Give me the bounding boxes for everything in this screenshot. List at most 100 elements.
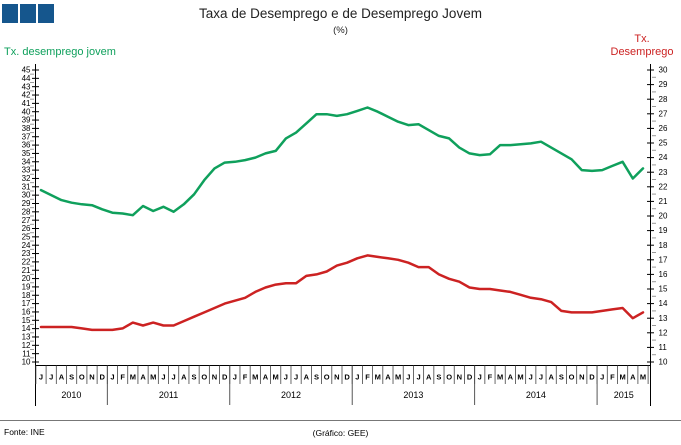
left-axis-tick-label: 19 [22,283,31,292]
year-label: 2015 [614,390,634,400]
month-label: A [140,373,146,382]
right-axis-tick-label: 15 [659,285,668,294]
chart-plot-area: 1011121314151617181920212223242526272829… [22,64,668,406]
logo-square [38,4,54,23]
month-label: D [222,373,228,382]
left-axis-tick-label: 17 [22,299,31,308]
credit-note: (Gráfico: GEE) [312,428,369,438]
month-label: M [517,373,523,382]
logo-square [2,4,18,23]
left-axis-tick-label: 14 [22,324,31,333]
month-label: J [39,373,43,382]
month-label: A [59,373,65,382]
left-axis-tick-label: 20 [22,274,31,283]
month-label: M [150,373,156,382]
month-label: M [130,373,136,382]
left-axis-tick-label: 24 [22,241,31,250]
year-label: 2012 [281,390,301,400]
year-label: 2010 [61,390,81,400]
logo-square [20,4,36,23]
month-label: J [355,373,359,382]
left-axis-title: Tx. desemprego jovem [4,46,116,58]
left-axis-tick-label: 38 [22,124,31,133]
right-axis-tick-label: 17 [659,255,668,264]
unemployment-line [39,254,645,332]
month-label: D [589,373,595,382]
month-label: O [79,373,85,382]
month-label: F [488,373,493,382]
left-axis-tick-label: 18 [22,291,31,300]
year-label: 2013 [403,390,423,400]
month-label: A [630,373,636,382]
right-axis-tick-label: 12 [659,328,668,337]
right-axis-title-line1: Tx. [634,33,650,45]
left-axis-tick-label: 15 [22,316,31,325]
left-axis-tick-label: 11 [22,349,31,358]
right-axis-tick-label: 26 [659,124,668,133]
month-label: S [69,373,74,382]
left-axis-tick-label: 29 [22,199,31,208]
month-label: D [467,373,473,382]
left-axis-tick-label: 28 [22,207,31,216]
month-label: J [416,373,420,382]
year-label: 2014 [526,390,546,400]
logo [2,4,56,24]
month-label: F [610,373,615,382]
month-label: J [233,373,237,382]
right-axis-tick-label: 28 [659,95,668,104]
chart-subtitle: (%) [333,25,348,36]
month-label: N [212,373,217,382]
right-axis-tick-label: 19 [659,226,668,235]
month-label: S [192,373,197,382]
month-label: J [49,373,53,382]
left-axis-tick-label: 27 [22,216,31,225]
right-axis-tick-label: 11 [659,343,668,352]
month-label: M [252,373,258,382]
month-label: M [273,373,279,382]
right-axis-tick-label: 21 [659,197,668,206]
month-label: S [314,373,319,382]
month-label: J [539,373,543,382]
left-axis-tick-label: 45 [22,66,31,75]
month-label: J [529,373,533,382]
chart-title: Taxa de Desemprego e de Desemprego Jovem [199,6,482,21]
right-axis-title-line2: Desemprego [610,46,674,58]
left-axis-tick-label: 42 [22,91,31,100]
right-axis-tick-label: 16 [659,270,668,279]
right-axis-tick-label: 27 [659,109,668,118]
right-axis-tick-label: 25 [659,139,668,148]
month-label: F [120,373,125,382]
month-label: O [446,373,452,382]
month-label: A [304,373,310,382]
right-axis-tick-label: 30 [659,66,668,75]
left-axis-tick-label: 35 [22,149,31,158]
month-label: J [406,373,410,382]
left-axis-tick-label: 10 [22,358,31,367]
month-label: J [478,373,482,382]
left-axis-tick-label: 43 [22,82,31,91]
month-label: A [385,373,391,382]
left-axis-tick-label: 41 [22,99,31,108]
month-label: A [508,373,514,382]
left-axis-tick-label: 33 [22,166,31,175]
month-label: J [600,373,604,382]
footer-divider [0,420,681,421]
left-axis-tick-label: 32 [22,174,31,183]
right-axis-tick-label: 13 [659,314,668,323]
right-axis-tick-label: 18 [659,241,668,250]
youth-unemployment-line [39,106,645,217]
month-label: O [569,373,575,382]
left-axis-tick-label: 31 [22,182,31,191]
month-label: F [243,373,248,382]
left-axis-tick-label: 21 [22,266,31,275]
right-axis-tick-label: 20 [659,212,668,221]
month-label: M [640,373,646,382]
right-axis-tick-label: 23 [659,168,668,177]
month-label: N [89,373,94,382]
left-axis-tick-label: 12 [22,341,31,350]
month-label: S [559,373,564,382]
month-label: N [334,373,339,382]
year-label: 2011 [159,390,178,400]
left-axis-tick-label: 30 [22,191,31,200]
